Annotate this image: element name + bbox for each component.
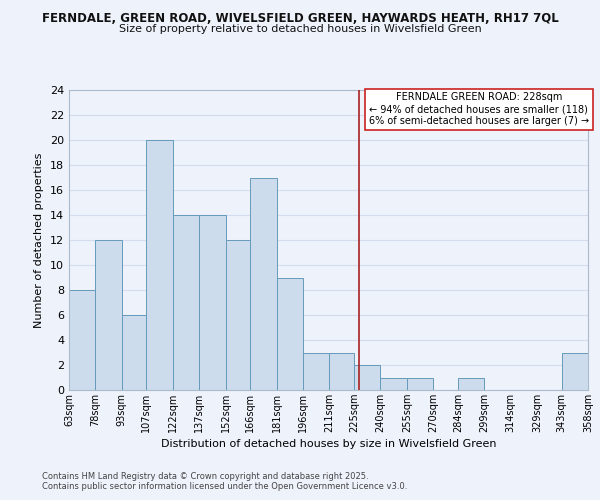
Bar xyxy=(146,140,173,390)
Bar xyxy=(458,378,484,390)
Bar xyxy=(122,315,146,390)
Bar xyxy=(354,365,380,390)
Text: Contains HM Land Registry data © Crown copyright and database right 2025.: Contains HM Land Registry data © Crown c… xyxy=(42,472,368,481)
Bar xyxy=(173,215,199,390)
Bar xyxy=(277,278,303,390)
Text: Size of property relative to detached houses in Wivelsfield Green: Size of property relative to detached ho… xyxy=(119,24,481,34)
Bar xyxy=(329,352,354,390)
Bar xyxy=(250,178,277,390)
Text: FERNDALE, GREEN ROAD, WIVELSFIELD GREEN, HAYWARDS HEATH, RH17 7QL: FERNDALE, GREEN ROAD, WIVELSFIELD GREEN,… xyxy=(41,12,559,26)
Bar xyxy=(199,215,226,390)
Text: FERNDALE GREEN ROAD: 228sqm
← 94% of detached houses are smaller (118)
6% of sem: FERNDALE GREEN ROAD: 228sqm ← 94% of det… xyxy=(369,92,589,126)
Bar xyxy=(407,378,433,390)
X-axis label: Distribution of detached houses by size in Wivelsfield Green: Distribution of detached houses by size … xyxy=(161,439,496,449)
Bar xyxy=(69,290,95,390)
Bar xyxy=(562,352,588,390)
Bar xyxy=(95,240,122,390)
Bar xyxy=(303,352,329,390)
Bar xyxy=(226,240,250,390)
Bar xyxy=(380,378,407,390)
Y-axis label: Number of detached properties: Number of detached properties xyxy=(34,152,44,328)
Text: Contains public sector information licensed under the Open Government Licence v3: Contains public sector information licen… xyxy=(42,482,407,491)
